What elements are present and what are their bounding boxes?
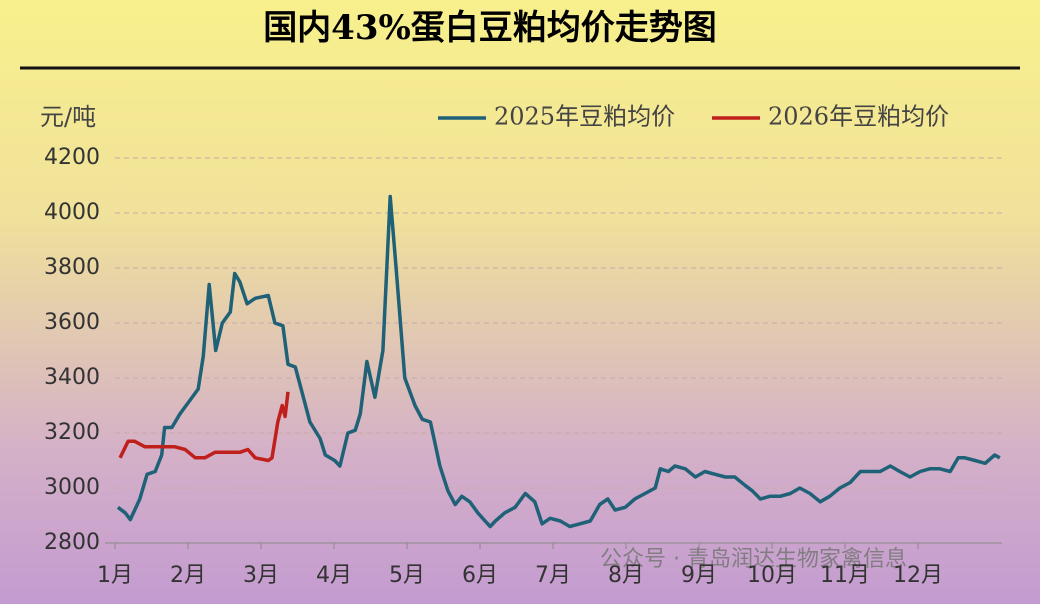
x-tick-label: 3月 xyxy=(243,563,279,588)
x-tick-label: 4月 xyxy=(316,563,352,588)
legend-label: 2025年豆粕均价 xyxy=(494,103,675,131)
x-tick-label: 7月 xyxy=(535,563,571,588)
x-tick-label: 5月 xyxy=(389,563,425,588)
y-tick-label: 3600 xyxy=(44,310,100,335)
x-tick-label: 9月 xyxy=(681,563,717,588)
y-tick-label: 3800 xyxy=(44,255,100,280)
y-tick-label: 3000 xyxy=(44,475,100,500)
x-tick-label: 12月 xyxy=(893,563,943,588)
y-axis-label: 元/吨 xyxy=(40,103,96,131)
x-tick-label: 6月 xyxy=(462,563,498,588)
x-tick-label: 11月 xyxy=(820,563,870,588)
x-tick-label: 10月 xyxy=(747,563,797,588)
y-tick-label: 2800 xyxy=(44,530,100,555)
x-tick-label: 1月 xyxy=(97,563,133,588)
series-line xyxy=(118,391,290,463)
chart-title: 国内43%蛋白豆粕均价走势图 xyxy=(263,8,717,48)
series-line xyxy=(116,194,1001,529)
x-tick-label: 8月 xyxy=(608,563,644,588)
legend-label: 2026年豆粕均价 xyxy=(768,103,949,131)
watermark: 公众号 · 青岛润达生物家禽信息 xyxy=(600,547,907,572)
y-tick-label: 3200 xyxy=(44,420,100,445)
y-tick-label: 3400 xyxy=(44,365,100,390)
y-tick-label: 4000 xyxy=(44,200,100,225)
x-tick-label: 2月 xyxy=(170,563,206,588)
y-tick-label: 4200 xyxy=(44,145,100,170)
